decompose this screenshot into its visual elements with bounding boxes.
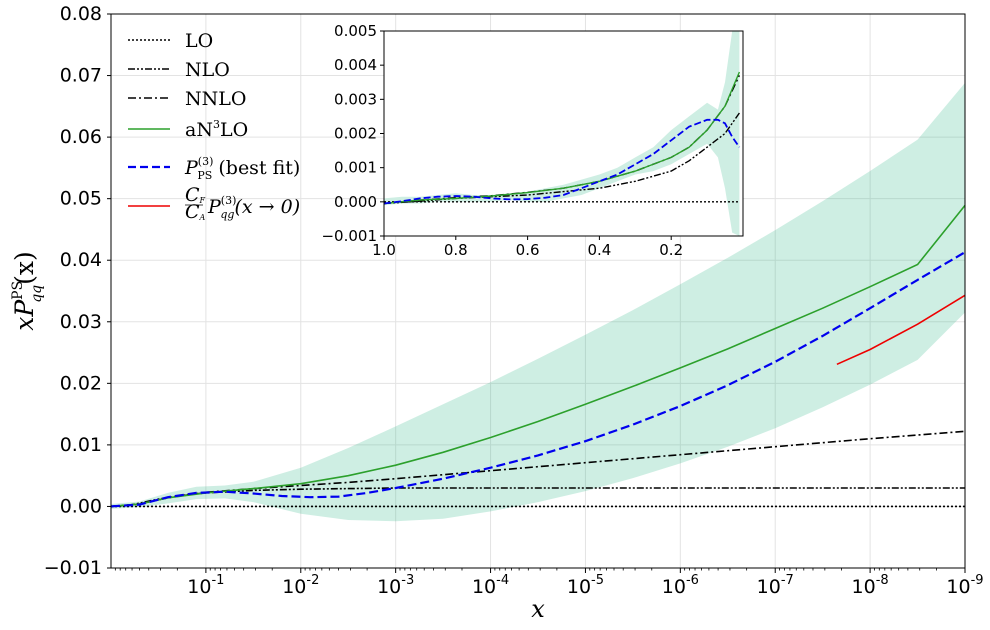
y-tick-label: 0.04 xyxy=(60,249,102,271)
inset-series-line-an3lo xyxy=(383,71,741,205)
x-tick-label: 10-1 xyxy=(187,573,224,598)
legend-item-nlo: NLO xyxy=(128,59,230,81)
x-tick-label: 10-8 xyxy=(852,573,889,598)
inset-x-tick-label: 1.0 xyxy=(372,241,396,259)
inset-y-tick-label: −0.001 xyxy=(321,227,377,245)
inset-ticks: −0.001 0.000 0.001 0.002 0.003 0.004 0.005 1.0 0… xyxy=(321,22,683,259)
inset-y-tick-label: 0.004 xyxy=(334,56,377,74)
inset-series-line-p3ps-best-fit xyxy=(383,118,741,205)
y-tick-label: −0.01 xyxy=(44,557,102,579)
svg-text:CF: CF xyxy=(185,184,206,206)
legend-label-p3ps: P(3) PS (best fit) xyxy=(184,155,300,182)
x-axis-label: x xyxy=(531,595,545,623)
inset-y-tick-label: 0.000 xyxy=(334,193,377,211)
series-line-nlo xyxy=(110,487,965,508)
y-tick-label: 0.07 xyxy=(60,65,102,87)
series-line-p3ps-best-fit xyxy=(110,251,966,508)
inset-y-tick-label: 0.003 xyxy=(334,90,377,108)
legend-label-nnlo: NNLO xyxy=(185,88,246,110)
x-tick-label: 10-4 xyxy=(472,573,509,598)
main-ticks: −0.01 0.00 0.01 0.02 0.03 0.04 0.05 0.06 0.07 0.0… xyxy=(44,3,984,598)
main-series xyxy=(110,204,966,508)
inset-x-tick-label: 0.6 xyxy=(516,241,540,259)
x-tick-label: 10-9 xyxy=(946,573,983,598)
inset-y-tick-label: 0.001 xyxy=(334,159,377,177)
legend-item-nnlo: NNLO xyxy=(128,88,246,110)
legend-label-lo: LO xyxy=(185,30,213,52)
inset-uncertainty-band xyxy=(384,31,740,236)
inset-chart: −0.001 0.000 0.001 0.002 0.003 0.004 0.005 1.0 0… xyxy=(321,22,744,259)
x-tick-label: 10-7 xyxy=(757,573,794,598)
y-tick-label: 0.03 xyxy=(60,311,102,333)
legend-item-lo: LO xyxy=(128,30,213,52)
y-tick-label: 0.05 xyxy=(60,188,102,210)
y-tick-label: 0.00 xyxy=(60,495,102,517)
legend-label-small-x: CF CA P(3) qg(x → 0) xyxy=(185,184,300,223)
x-tick-label: 10-3 xyxy=(377,573,414,598)
inset-background xyxy=(384,31,743,236)
x-tick-label: 10-5 xyxy=(567,573,604,598)
main-band-area xyxy=(111,82,965,522)
y-tick-label: 0.01 xyxy=(60,434,102,456)
legend-item-an3lo: aN3LO xyxy=(128,118,248,141)
inset-x-tick-label: 0.8 xyxy=(444,241,468,259)
inset-x-tick-label: 0.2 xyxy=(659,241,683,259)
legend-label-nlo: NLO xyxy=(185,59,230,81)
legend: LO NLO NNLO aN3LO P(3) PS (best fit) CF C… xyxy=(128,30,300,223)
x-tick-label: 10-6 xyxy=(662,573,699,598)
inset-y-tick-label: 0.002 xyxy=(334,125,377,143)
y-tick-label: 0.08 xyxy=(60,3,102,25)
inset-series xyxy=(383,71,741,205)
x-tick-label: 10-2 xyxy=(282,573,319,598)
main-axes-frame xyxy=(110,13,966,569)
svg-text:P(3)qg(x → 0): P(3) qg(x → 0) xyxy=(207,194,300,221)
y-tick-label: 0.06 xyxy=(60,126,102,148)
legend-item-small-x: CF CA P(3) qg(x → 0) xyxy=(128,184,300,223)
svg-text:CA: CA xyxy=(185,201,206,223)
legend-item-p3ps: P(3) PS (best fit) xyxy=(128,155,300,182)
y-tick-label: 0.02 xyxy=(60,372,102,394)
legend-label-an3lo: aN3LO xyxy=(185,118,248,141)
inset-x-tick-label: 0.4 xyxy=(587,241,611,259)
y-axis-label: xPPS qq(x) xyxy=(10,251,45,330)
main-uncertainty-band xyxy=(111,82,965,522)
inset-y-tick-label: 0.005 xyxy=(334,22,377,40)
inset-band-area xyxy=(384,31,740,236)
series-line-cf-ca-p3qg-small-x xyxy=(836,294,966,366)
